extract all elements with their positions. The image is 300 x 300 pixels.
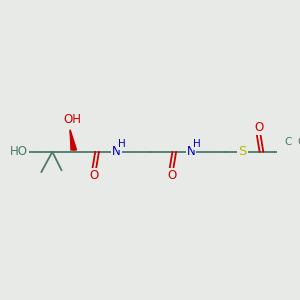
Text: H: H (193, 139, 200, 148)
Text: OH: OH (64, 113, 82, 126)
Text: O: O (167, 169, 176, 182)
Text: H: H (118, 139, 126, 148)
Polygon shape (70, 130, 76, 150)
Text: C: C (297, 137, 300, 147)
Text: N: N (112, 145, 121, 158)
Text: O: O (254, 122, 263, 134)
Text: N: N (187, 145, 195, 158)
Text: S: S (238, 145, 247, 158)
Text: O: O (90, 169, 99, 182)
Text: HO: HO (11, 145, 28, 158)
Text: C: C (284, 137, 292, 147)
